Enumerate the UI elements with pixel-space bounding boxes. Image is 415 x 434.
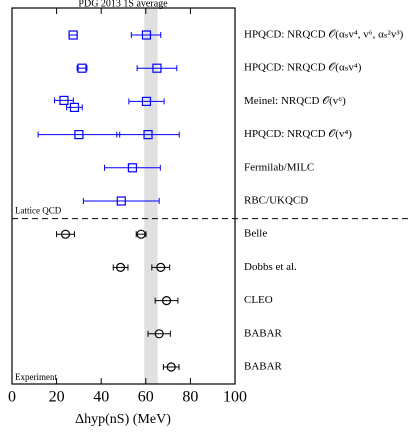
row-label: HPQCD: NRQCD 𝒪(αₛv⁴, v⁶, αₛ²v³) (244, 29, 404, 41)
x-tick-label: 0 (8, 389, 16, 406)
marker (69, 102, 80, 113)
marker (127, 163, 138, 173)
row-label: Fermilab/MILC (244, 161, 314, 173)
marker (59, 95, 69, 106)
group-label: Experiment (15, 372, 57, 382)
x-tick-label: 20 (49, 389, 65, 406)
marker (156, 262, 166, 272)
average-band (144, 8, 158, 384)
marker (74, 130, 84, 140)
marker (60, 229, 71, 239)
marker (77, 63, 87, 73)
row-label: HPQCD: NRQCD 𝒪(αₛv⁴) (244, 62, 362, 74)
row-label: BABAR (244, 361, 283, 373)
marker (166, 362, 176, 372)
marker (161, 296, 172, 306)
row-label: Belle (244, 228, 267, 240)
x-tick-label: 60 (138, 389, 154, 406)
marker (116, 262, 126, 272)
row-label: BABAR (244, 327, 283, 339)
row-label: Meinel: NRQCD 𝒪(v⁶) (244, 95, 346, 107)
chart-title: PDG 2013 1S average (78, 0, 168, 9)
row-label: CLEO (244, 294, 273, 306)
marker (116, 196, 126, 206)
row-label: HPQCD: NRQCD 𝒪(v⁴) (244, 128, 352, 140)
marker (143, 130, 153, 140)
marker (152, 63, 162, 73)
marker (141, 96, 152, 107)
marker (141, 30, 152, 40)
marker (154, 329, 164, 339)
group-label: Lattice QCD (15, 206, 62, 216)
row-label: Dobbs et al. (244, 261, 297, 273)
plot-frame (11, 7, 236, 385)
marker (68, 30, 78, 40)
x-axis-label: Δhyp(nS) (MeV) (75, 412, 171, 427)
marker (136, 229, 146, 239)
x-tick-label: 100 (223, 389, 247, 406)
x-tick-label: 80 (182, 389, 198, 406)
row-label: RBC/UKQCD (244, 195, 308, 207)
x-tick-label: 40 (93, 389, 109, 406)
